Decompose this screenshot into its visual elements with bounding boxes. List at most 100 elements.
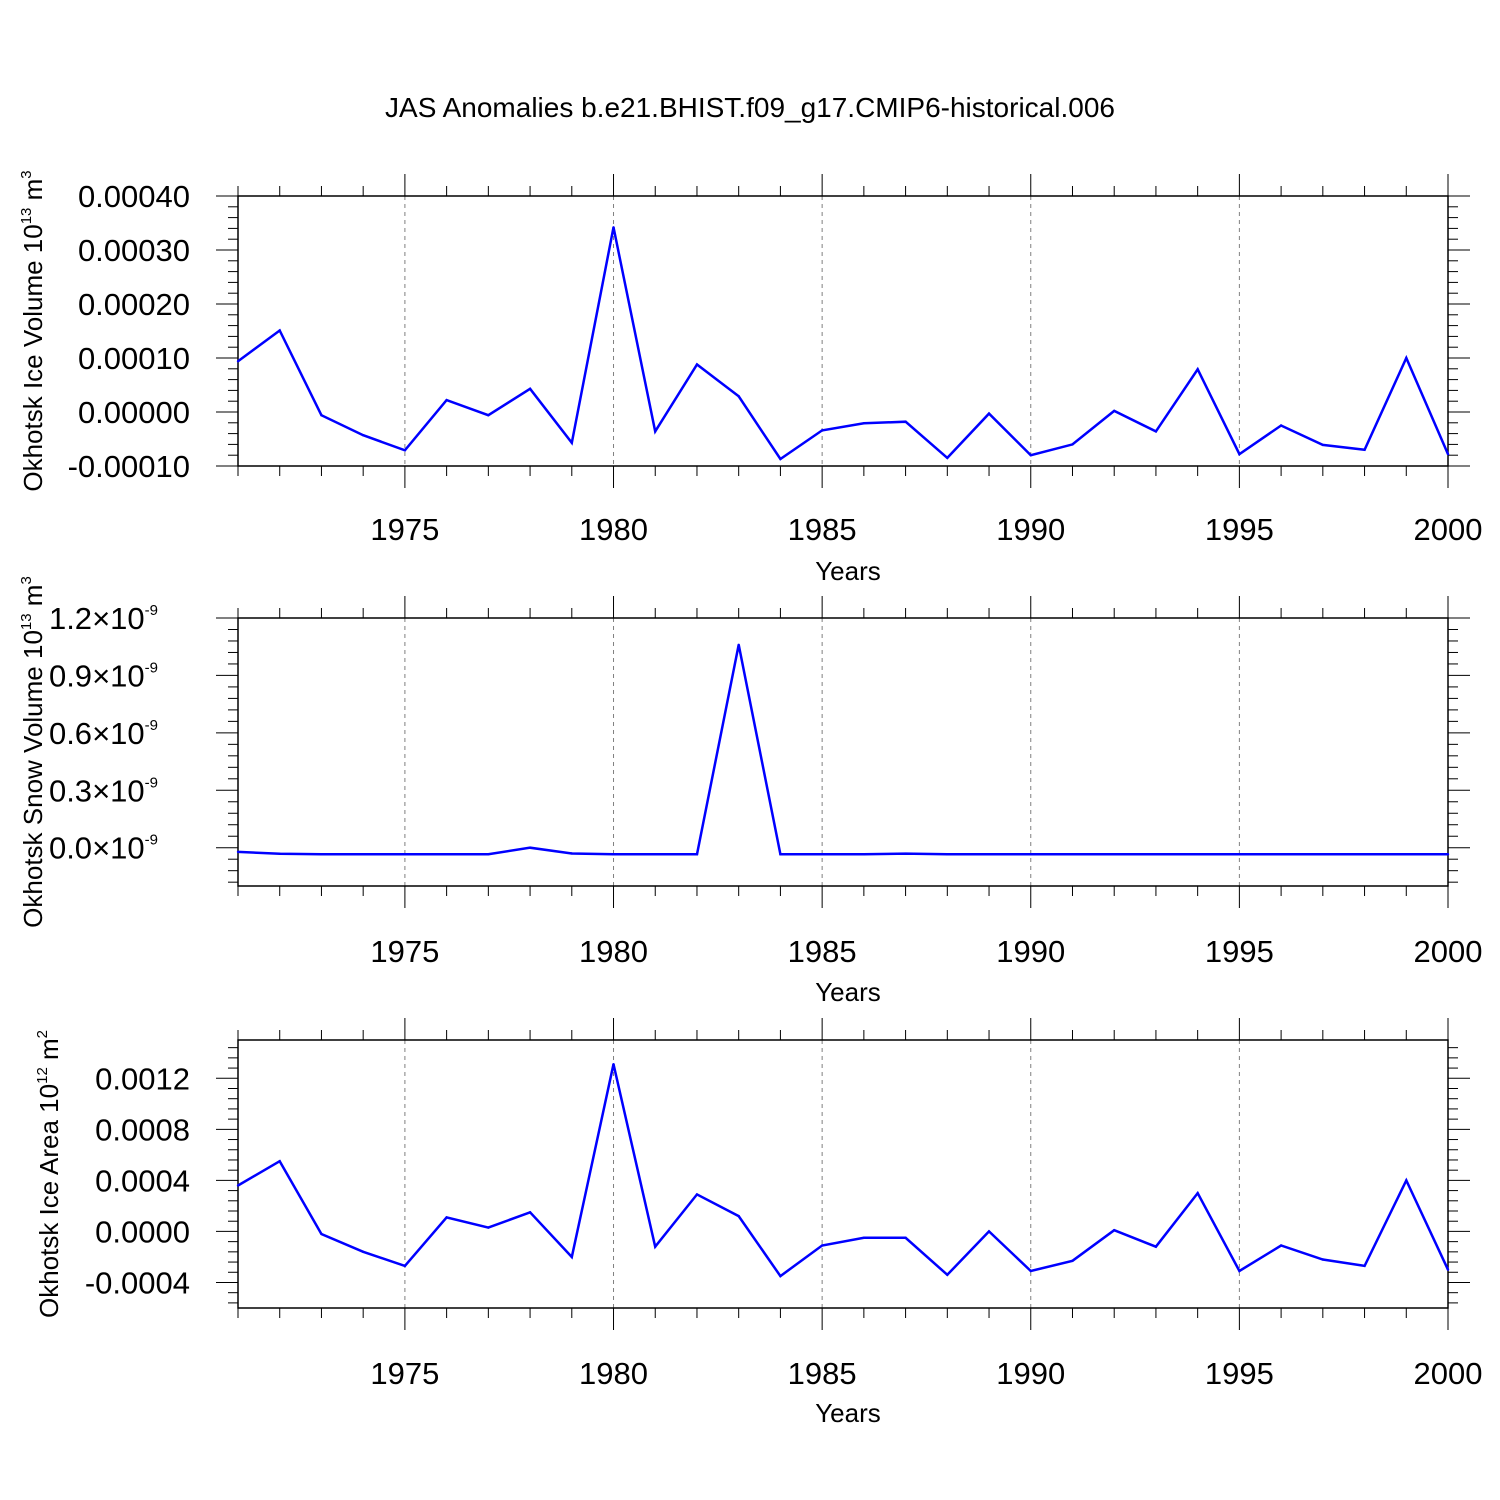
y-tick-label: 1.2×10-9: [49, 601, 158, 636]
x-tick-label: 1995: [1205, 512, 1274, 547]
y-tick-suffix: ×10: [92, 831, 145, 866]
data-point: [695, 853, 699, 856]
data-point: [904, 420, 907, 423]
data-point: [1238, 452, 1241, 456]
data-point: [1446, 1268, 1450, 1271]
data-point: [1029, 1269, 1032, 1273]
y-axis-title-text: Okhotsk Ice Area 10: [34, 1084, 64, 1318]
y-tick-label: 0.0004: [95, 1163, 190, 1198]
panel-ice-volume: 1975 1980 1985 1990 1995 2000 -0.00010 0.00000 0…: [18, 170, 1482, 586]
data-point: [570, 852, 573, 855]
x-tick-label: 1975: [370, 1356, 439, 1391]
data-point: [987, 1230, 991, 1233]
plot-frame: [237, 1039, 1449, 1309]
data-point: [904, 1236, 907, 1240]
y-tick-label: 0.0×10-9: [49, 831, 158, 866]
data-point: [1029, 454, 1032, 457]
y-tick-label: 0.00010: [78, 341, 190, 376]
data-point: [320, 1232, 323, 1236]
data-point: [904, 852, 907, 855]
data-point: [1321, 853, 1325, 856]
series-line: [237, 227, 1450, 461]
x-tick-label: 1990: [996, 934, 1065, 969]
data-point: [987, 853, 991, 856]
y-axis-title: Okhotsk Ice Area 1012 m2: [34, 1030, 64, 1318]
data-point: [1196, 1191, 1199, 1195]
data-point: [403, 1264, 407, 1268]
data-point: [862, 422, 866, 425]
y-axis-title-unit: m: [18, 585, 48, 614]
data-point: [361, 1250, 365, 1254]
y-tick-label: 0.9×10-9: [49, 658, 158, 693]
x-tick-label: 2000: [1414, 1356, 1483, 1391]
data-point: [528, 387, 532, 390]
y-axis-title: Okhotsk Snow Volume 1013 m3: [18, 576, 48, 928]
y-tick-label: 0.0012: [95, 1061, 190, 1096]
y-tick-label: 0.00000: [78, 395, 190, 430]
data-point: [1113, 853, 1116, 856]
data-point: [320, 853, 323, 856]
data-point: [1279, 1244, 1283, 1247]
data-point: [820, 429, 824, 432]
x-tick-label: 1985: [788, 934, 857, 969]
y-tick-suffix: ×10: [92, 773, 145, 808]
y-tick-label: 0.0008: [95, 1112, 190, 1147]
y-tick-suffix: ×10: [92, 716, 145, 751]
x-tick-label: 1995: [1205, 934, 1274, 969]
data-point: [695, 1193, 699, 1196]
data-point: [1154, 853, 1158, 856]
x-tick-label: 1980: [579, 512, 648, 547]
series-line: [237, 1063, 1450, 1278]
x-tick-label: 1995: [1205, 1356, 1274, 1391]
data-point: [570, 441, 573, 444]
data-point: [1363, 853, 1366, 856]
data-point: [1071, 1259, 1074, 1262]
y-axis-title-exponent: 12: [34, 1067, 51, 1084]
x-tick-label: 1980: [579, 1356, 648, 1391]
x-tick-label: 1975: [370, 512, 439, 547]
data-point: [236, 360, 240, 363]
data-point: [695, 363, 699, 366]
x-tick-label: 2000: [1414, 512, 1483, 547]
x-tick-label: 1985: [788, 512, 857, 547]
data-point: [1154, 430, 1158, 433]
data-point: [528, 846, 532, 849]
data-point: [1405, 356, 1408, 360]
data-point: [403, 449, 407, 452]
x-axis-title: Years: [815, 1398, 881, 1428]
data-point: [1363, 448, 1366, 451]
data-point: [236, 1184, 240, 1187]
y-axis-title-text: Okhotsk Snow Volume 10: [18, 630, 48, 928]
data-point: [1321, 1258, 1325, 1261]
data-point: [403, 853, 407, 856]
data-point: [1196, 368, 1199, 371]
data-point: [612, 1063, 615, 1066]
data-point: [1238, 1269, 1241, 1273]
x-axis-title: Years: [815, 556, 881, 586]
data-point: [946, 853, 949, 856]
data-point: [1113, 1228, 1116, 1232]
x-tick-label: 2000: [1414, 934, 1483, 969]
data-point: [1029, 853, 1032, 856]
data-point: [1446, 452, 1450, 456]
data-point: [1405, 853, 1408, 856]
y-tick-suffix: ×10: [92, 601, 145, 636]
data-point: [528, 1211, 532, 1214]
data-point: [654, 853, 657, 856]
data-point: [487, 1226, 490, 1229]
data-point: [1238, 853, 1241, 856]
x-tick-label: 1975: [370, 934, 439, 969]
data-point: [1071, 443, 1074, 446]
data-point: [862, 1236, 866, 1240]
data-point: [487, 853, 490, 856]
data-point: [737, 395, 740, 398]
x-tick-label: 1980: [579, 934, 648, 969]
data-point: [278, 1160, 281, 1163]
x-tick-label: 1990: [996, 1356, 1065, 1391]
plot-frame: [237, 617, 1449, 887]
data-point: [654, 430, 657, 433]
data-point: [278, 852, 281, 856]
data-point: [612, 226, 615, 229]
data-point: [987, 412, 991, 415]
data-point: [1154, 1245, 1158, 1248]
